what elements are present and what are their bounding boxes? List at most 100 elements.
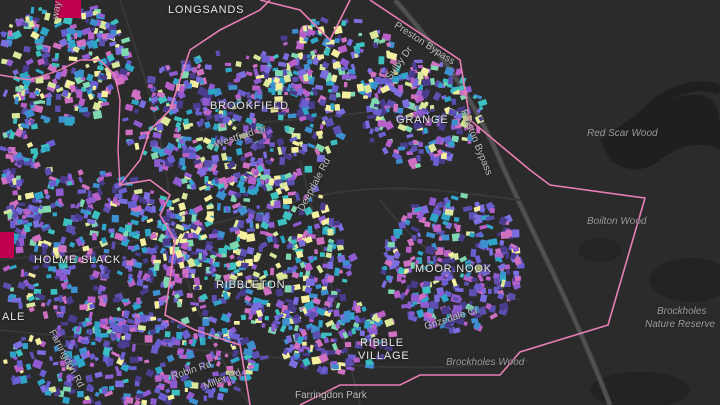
- building: [285, 334, 293, 344]
- building: [38, 221, 44, 228]
- building: [94, 371, 103, 379]
- building: [90, 263, 97, 269]
- building: [78, 346, 88, 355]
- building: [136, 297, 141, 304]
- building: [292, 296, 299, 306]
- building: [193, 284, 201, 291]
- building: [269, 148, 274, 152]
- building: [52, 361, 59, 366]
- building: [7, 30, 13, 37]
- building: [512, 270, 518, 278]
- building: [454, 287, 464, 293]
- building: [193, 333, 199, 340]
- building: [18, 237, 25, 247]
- building: [334, 267, 340, 277]
- building: [140, 314, 147, 323]
- building: [387, 275, 394, 284]
- building: [15, 151, 23, 159]
- building: [293, 341, 301, 350]
- building: [182, 152, 191, 158]
- building: [98, 12, 105, 19]
- building: [510, 252, 517, 260]
- building: [288, 325, 293, 330]
- building: [118, 67, 129, 76]
- building: [280, 85, 289, 93]
- building: [252, 275, 259, 280]
- building: [194, 226, 203, 235]
- building: [299, 261, 306, 269]
- building: [62, 16, 73, 25]
- building: [214, 281, 219, 289]
- building: [58, 312, 65, 319]
- building: [300, 295, 311, 304]
- building-highlight: [55, 0, 81, 18]
- building: [295, 45, 304, 50]
- building: [215, 50, 221, 57]
- building: [82, 399, 92, 405]
- building: [395, 64, 402, 73]
- building: [157, 317, 162, 322]
- building: [248, 184, 256, 191]
- building: [364, 120, 371, 129]
- building: [320, 289, 329, 296]
- building: [282, 269, 292, 274]
- building: [440, 234, 450, 241]
- building: [230, 332, 241, 341]
- building: [456, 105, 467, 113]
- building: [308, 344, 314, 352]
- building: [68, 363, 74, 368]
- building: [387, 51, 398, 61]
- building: [240, 314, 247, 321]
- building: [255, 223, 260, 229]
- building: [20, 102, 28, 108]
- building: [436, 114, 443, 123]
- building: [54, 52, 60, 60]
- building: [72, 365, 78, 372]
- building: [203, 194, 213, 203]
- building: [150, 106, 158, 111]
- building: [210, 163, 218, 173]
- building: [150, 316, 157, 321]
- building: [411, 62, 418, 71]
- building: [289, 264, 298, 273]
- building: [89, 18, 99, 27]
- building: [116, 270, 123, 276]
- building: [178, 84, 186, 93]
- building: [58, 116, 67, 123]
- building: [35, 50, 42, 57]
- building: [171, 376, 177, 382]
- building: [162, 238, 171, 246]
- building: [29, 119, 35, 126]
- building: [158, 66, 165, 74]
- building: [267, 77, 272, 84]
- building: [292, 283, 301, 291]
- building: [368, 328, 378, 335]
- building: [48, 179, 58, 188]
- building: [182, 136, 192, 142]
- building: [237, 281, 247, 289]
- building: [14, 227, 23, 235]
- building: [138, 133, 147, 141]
- building: [451, 98, 457, 106]
- building: [405, 112, 414, 119]
- building: [419, 265, 429, 270]
- building: [341, 20, 347, 27]
- building: [99, 319, 107, 326]
- building: [496, 232, 501, 237]
- building: [427, 256, 431, 263]
- building: [101, 387, 108, 395]
- building: [272, 53, 280, 60]
- building: [42, 239, 52, 247]
- building: [77, 390, 84, 398]
- building: [346, 38, 354, 47]
- building: [49, 356, 53, 362]
- building: [74, 212, 85, 222]
- building: [421, 107, 428, 113]
- building: [67, 343, 75, 351]
- building: [11, 210, 19, 220]
- building: [245, 117, 254, 125]
- building: [197, 167, 207, 176]
- building: [47, 228, 56, 235]
- building: [297, 347, 305, 353]
